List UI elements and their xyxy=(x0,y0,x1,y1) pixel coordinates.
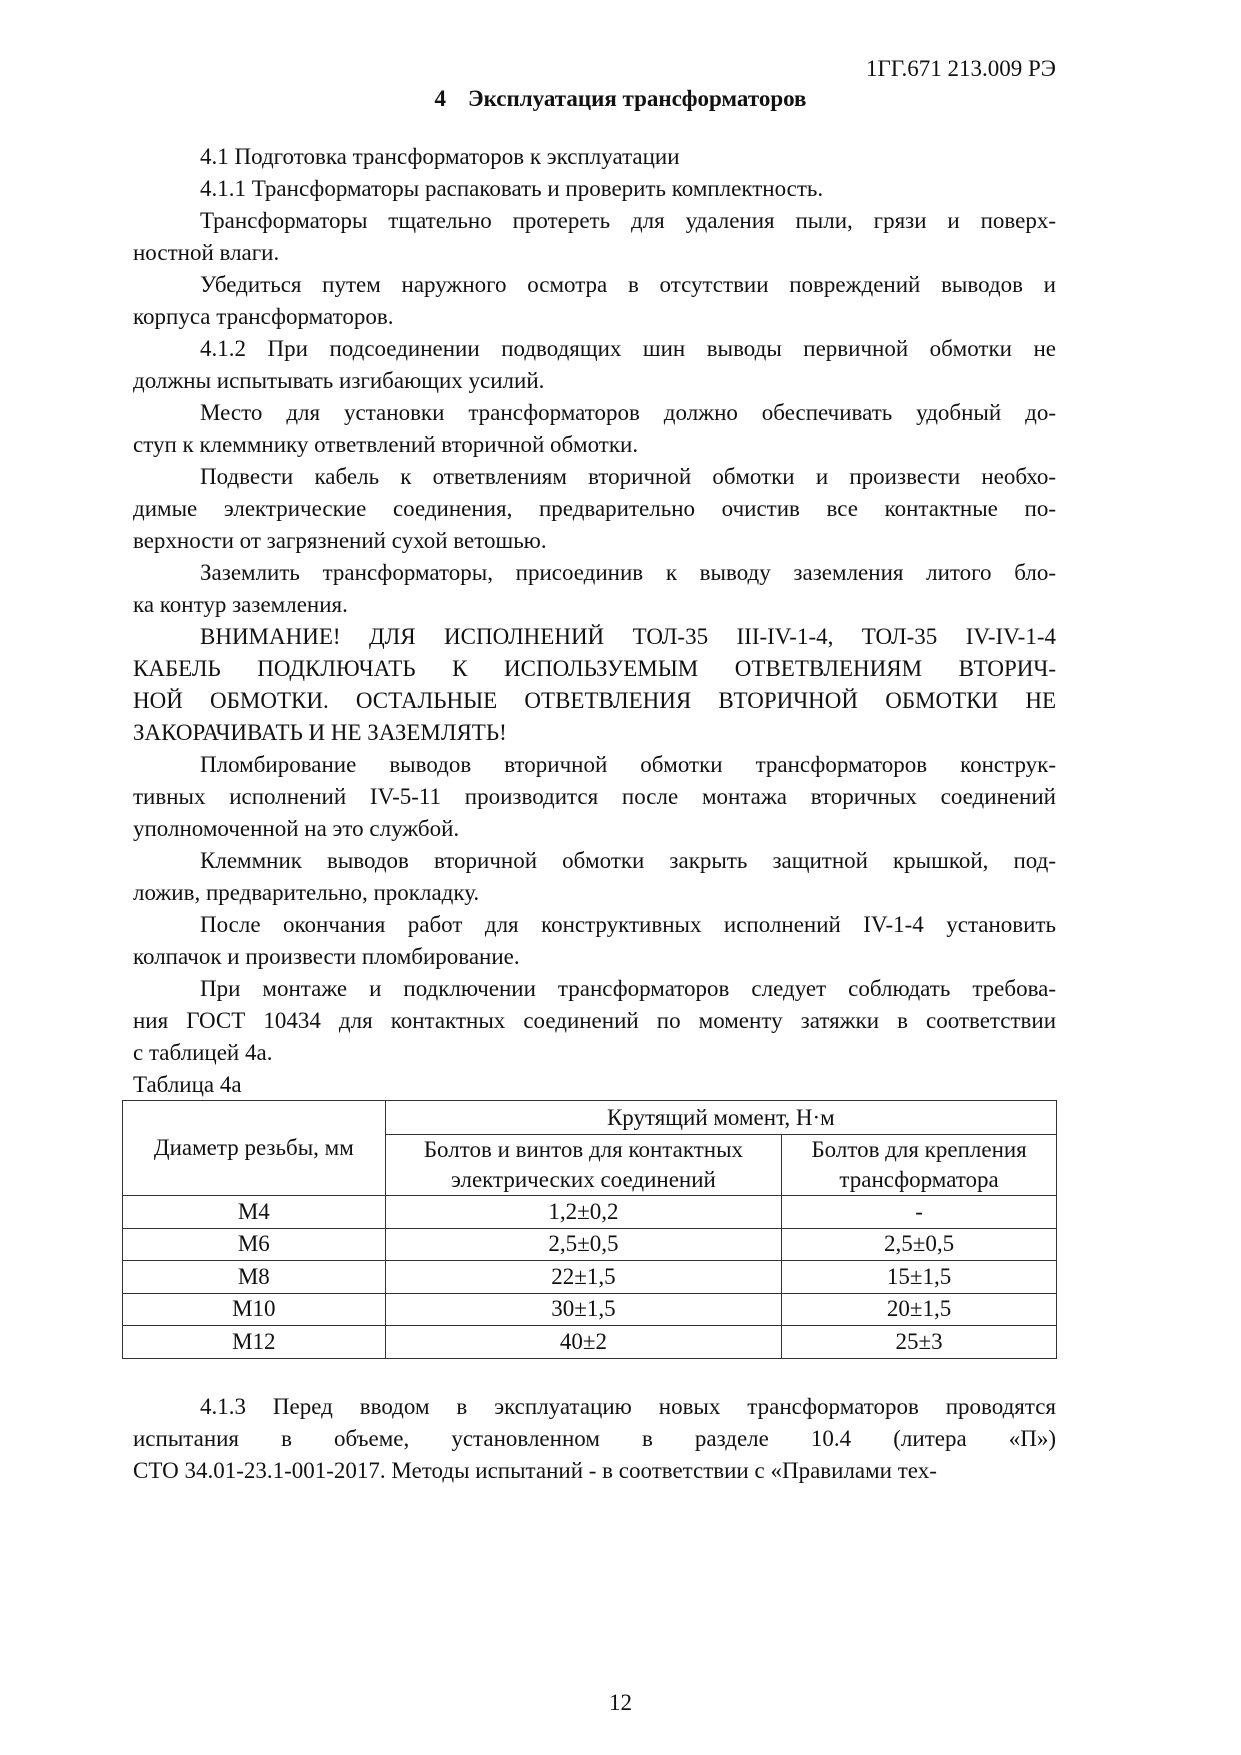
table-row: М10 30±1,5 20±1,5 xyxy=(122,1292,1057,1326)
contact-torque-cell: 1,2±0,2 xyxy=(384,1195,783,1229)
contact-torque-cell: 40±2 xyxy=(384,1325,783,1359)
text-line: Пломбирование выводов вторичной обмотки … xyxy=(200,752,1056,777)
body-text-top: 4.1 Подготовка трансформаторов к эксплуа… xyxy=(133,141,1056,1069)
text-line: СТО 34.01-23.1-001-2017. Методы испытани… xyxy=(133,1458,937,1483)
paragraph: Заземлить трансформаторы, присоединив к … xyxy=(133,557,1056,621)
paragraph: Клеммник выводов вторичной обмотки закры… xyxy=(133,845,1056,909)
paragraph: Место для установки трансформаторов долж… xyxy=(133,397,1056,461)
mount-torque-cell: - xyxy=(781,1195,1057,1229)
text-line: ностной влаги. xyxy=(133,240,280,265)
table-row: М12 40±2 25±3 xyxy=(122,1325,1057,1359)
text-line: 4.1.3 Перед вводом в эксплуатацию новых … xyxy=(200,1394,1056,1419)
text-line: димые электрические соединения, предвари… xyxy=(133,496,1056,521)
section-title: 4 Эксплуатация трансформаторов xyxy=(0,86,1241,112)
mount-torque-cell: 2,5±0,5 xyxy=(781,1227,1057,1261)
paragraph: После окончания работ для конструктивных… xyxy=(133,909,1056,973)
thread-cell: М6 xyxy=(122,1227,386,1261)
text-line: ка контур заземления. xyxy=(133,592,348,617)
text-line: ложив, предварительно, прокладку. xyxy=(133,880,480,905)
text-line: НОЙ ОБМОТКИ. ОСТАЛЬНЫЕ ОТВЕТВЛЕНИЯ ВТОРИ… xyxy=(133,688,1056,713)
table-row: М6 2,5±0,5 2,5±0,5 xyxy=(122,1227,1057,1261)
text-line: После окончания работ для конструктивных… xyxy=(200,912,1056,937)
table-row: М8 22±1,5 15±1,5 xyxy=(122,1260,1057,1294)
text-line: 4.1 Подготовка трансформаторов к эксплуа… xyxy=(200,144,680,169)
thread-cell: М10 xyxy=(122,1292,386,1326)
text-line: КАБЕЛЬ ПОДКЛЮЧАТЬ К ИСПОЛЬЗУЕМЫМ ОТВЕТВЛ… xyxy=(133,656,1056,681)
mount-torque-cell: 15±1,5 xyxy=(781,1260,1057,1294)
paragraph: При монтаже и подключении трансформаторо… xyxy=(133,973,1056,1069)
section-number: 4 xyxy=(434,86,447,111)
mount-torque-cell: 25±3 xyxy=(781,1325,1057,1359)
text-line: должны испытывать изгибающих усилий. xyxy=(133,368,545,393)
table-caption: Таблица 4а xyxy=(133,1072,242,1097)
mount-torque-cell: 20±1,5 xyxy=(781,1292,1057,1326)
text-line: колпачок и произвести пломбирование. xyxy=(133,944,520,969)
header-torque: Крутящий момент, Н·м xyxy=(384,1100,1058,1135)
paragraph: 4.1.2 При подсоединении подводящих шин в… xyxy=(133,333,1056,397)
text-line: ВНИМАНИЕ! ДЛЯ ИСПОЛНЕНИЙ ТОЛ-35 III-IV-1… xyxy=(200,624,1056,649)
text-line: уполномоченной на это службой. xyxy=(133,816,460,841)
paragraph: Трансформаторы тщательно протереть для у… xyxy=(133,205,1056,269)
header-thread-diameter: Диаметр резьбы, мм xyxy=(122,1100,386,1196)
text-line: Убедиться путем наружного осмотра в отсу… xyxy=(200,272,1056,297)
table-row: М4 1,2±0,2- xyxy=(122,1195,1057,1229)
text-line: Подвести кабель к ответвлениям вторичной… xyxy=(200,464,1056,489)
paragraph: ВНИМАНИЕ! ДЛЯ ИСПОЛНЕНИЙ ТОЛ-35 III-IV-1… xyxy=(133,621,1056,749)
section-title-text: Эксплуатация трансформаторов xyxy=(468,86,807,111)
header-contact-bolts: Болтов и винтов для контактных электричес… xyxy=(384,1134,783,1196)
paragraph: Убедиться путем наружного осмотра в отсу… xyxy=(133,269,1056,333)
text-line: Место для установки трансформаторов долж… xyxy=(200,400,1056,425)
paragraph: 4.1.3 Перед вводом в эксплуатацию новых … xyxy=(133,1391,1056,1487)
page-number: 12 xyxy=(609,1690,632,1715)
text-line: с таблицей 4а. xyxy=(133,1040,273,1065)
text-line: тивных исполнений IV-5-11 производится п… xyxy=(133,784,1056,809)
paragraph: Пломбирование выводов вторичной обмотки … xyxy=(133,749,1056,845)
contact-torque-cell: 22±1,5 xyxy=(384,1260,783,1294)
text-line: испытания в объеме, установленном в разд… xyxy=(133,1426,1056,1451)
text-line: Заземлить трансформаторы, присоединив к … xyxy=(200,560,1056,585)
text-line: 4.1.1 Трансформаторы распаковать и прове… xyxy=(200,176,824,201)
thread-cell: М4 xyxy=(122,1195,386,1229)
document-code: 1ГГ.671 213.009 РЭ xyxy=(866,56,1056,81)
contact-torque-cell: 2,5±0,5 xyxy=(384,1227,783,1261)
thread-cell: М12 xyxy=(122,1325,386,1359)
text-line: Клеммник выводов вторичной обмотки закры… xyxy=(200,848,1056,873)
text-line: Трансформаторы тщательно протереть для у… xyxy=(200,208,1056,233)
torque-table: Диаметр резьбы, мм Крутящий момент, Н·м … xyxy=(122,1100,1058,1359)
table-caption-row: Таблица 4а xyxy=(133,1069,1056,1101)
text-line: ЗАКОРАЧИВАТЬ И НЕ ЗАЗЕМЛЯТЬ! xyxy=(133,720,507,745)
contact-torque-cell: 30±1,5 xyxy=(384,1292,783,1326)
paragraph: 4.1 Подготовка трансформаторов к эксплуа… xyxy=(133,141,1056,173)
thread-cell: М8 xyxy=(122,1260,386,1294)
text-line: верхности от загрязнений сухой ветошью. xyxy=(133,528,547,553)
text-line: корпуса трансформаторов. xyxy=(133,304,394,329)
text-line: ступ к клеммнику ответвлений вторичной о… xyxy=(133,432,639,457)
paragraph: 4.1.1 Трансформаторы распаковать и прове… xyxy=(133,173,1056,205)
text-line: При монтаже и подключении трансформаторо… xyxy=(200,976,1056,1001)
body-text-bottom: 4.1.3 Перед вводом в эксплуатацию новых … xyxy=(133,1391,1056,1487)
text-line: 4.1.2 При подсоединении подводящих шин в… xyxy=(200,336,1056,361)
paragraph: Подвести кабель к ответвлениям вторичной… xyxy=(133,461,1056,557)
header-mount-bolts: Болтов для крепления трансформатора xyxy=(781,1134,1057,1196)
text-line: ния ГОСТ 10434 для контактных соединений… xyxy=(133,1008,1056,1033)
